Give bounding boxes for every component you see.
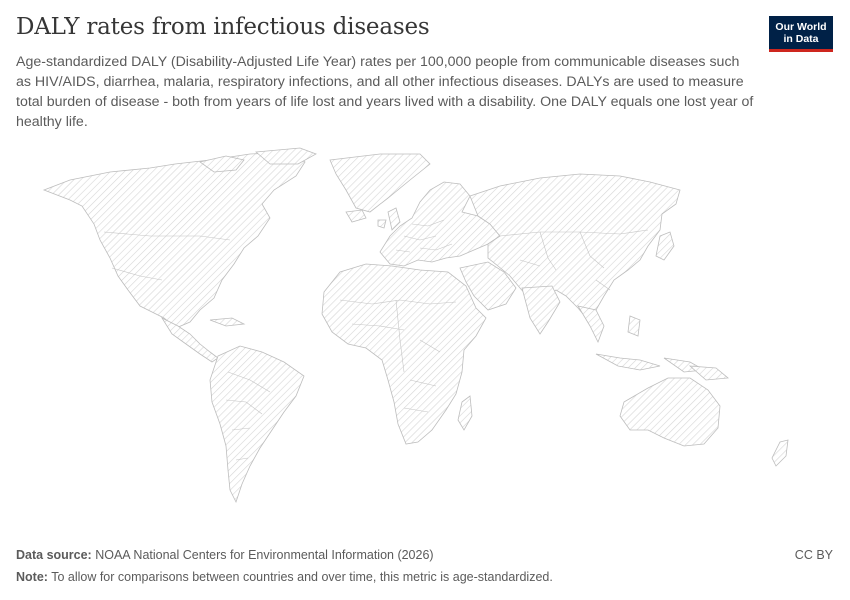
india[interactable] <box>521 285 561 335</box>
owid-logo[interactable]: Our World in Data <box>769 16 833 52</box>
north-america-landmass[interactable] <box>42 151 306 329</box>
source-value[interactable]: NOAA National Centers for Environmental … <box>95 548 434 562</box>
japan[interactable] <box>655 231 675 261</box>
south-america-borders <box>225 371 271 461</box>
asia-borders <box>499 229 649 291</box>
caribbean-islands[interactable] <box>209 317 246 327</box>
us-mexico-border <box>111 267 163 281</box>
chart-title: DALY rates from infectious diseases <box>16 14 430 40</box>
indonesia-philippines[interactable] <box>595 315 706 373</box>
arctic-islands[interactable] <box>199 147 317 173</box>
chart-note: Note: To allow for comparisons between c… <box>16 570 553 584</box>
middle-east[interactable] <box>459 261 517 311</box>
us-canada-border <box>103 231 231 241</box>
africa-borders <box>339 299 457 413</box>
source-label: Data source: <box>16 548 92 562</box>
license-link[interactable]: CC BY <box>794 548 833 562</box>
southeast-asia[interactable] <box>577 305 605 343</box>
africa[interactable] <box>321 263 487 445</box>
australia[interactable] <box>619 377 721 447</box>
uk-ireland[interactable] <box>377 207 401 231</box>
data-source: Data source: NOAA National Centers for E… <box>16 548 434 562</box>
europe-borders <box>395 219 453 253</box>
world-map[interactable] <box>0 140 850 530</box>
new-guinea[interactable] <box>688 365 729 381</box>
chart-subtitle: Age-standardized DALY (Disability-Adjust… <box>16 54 754 130</box>
central-america[interactable] <box>160 317 219 363</box>
greenland[interactable] <box>329 153 431 213</box>
madagascar[interactable] <box>457 395 473 431</box>
note-value: To allow for comparisons between countri… <box>51 570 553 584</box>
note-label: Note: <box>16 570 48 584</box>
new-zealand[interactable] <box>771 439 789 467</box>
south-america[interactable] <box>209 345 305 504</box>
logo-line-2: in Data <box>783 32 819 45</box>
iceland[interactable] <box>345 209 367 223</box>
logo-line-1: Our World <box>775 20 827 33</box>
